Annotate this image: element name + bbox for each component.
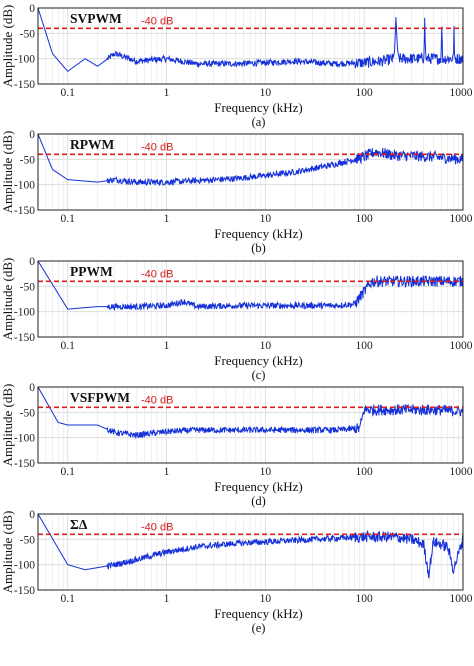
series-line — [37, 513, 464, 580]
panel-5: -40 dB ΣΔ 0 -50 -100 -150 0.1 1 10 100 1000 Frequen… — [0, 509, 473, 635]
x-tick-label: 0.1 — [61, 340, 76, 352]
threshold-label: -40 dB — [141, 268, 173, 280]
x-tick-label: 10 — [260, 213, 272, 225]
x-axis-label: Frequency (kHz) — [214, 353, 302, 368]
y-axis-label: Amplitude (dB) — [0, 258, 15, 341]
x-tick-label: 10 — [260, 87, 272, 99]
panel-2: -40 dB RPWM 0 -50 -100 -150 0.1 1 10 100 1000 Frequ… — [0, 129, 473, 255]
y-axis-label: Amplitude (dB) — [0, 131, 15, 214]
y-tick-label: -50 — [20, 534, 36, 546]
x-tick-label: 100 — [356, 466, 374, 478]
series-line — [37, 7, 464, 72]
grid — [37, 514, 464, 590]
x-tick-label: 1 — [164, 87, 170, 99]
y-tick-label: 0 — [29, 129, 35, 141]
y-tick-label: -100 — [14, 307, 35, 319]
y-tick-label: -50 — [20, 154, 36, 166]
y-tick-label: -150 — [14, 205, 35, 217]
y-tick-label: 0 — [29, 509, 35, 521]
x-tick-label: 10 — [260, 466, 272, 478]
y-tick-label: -50 — [20, 281, 36, 293]
x-tick-label: 1000 — [450, 593, 473, 605]
panel-title: VSFPWM — [70, 390, 130, 405]
x-tick-label: 100 — [356, 340, 374, 352]
y-tick-label: 0 — [29, 382, 35, 394]
y-tick-label: -150 — [14, 458, 35, 470]
x-tick-label: 1 — [164, 466, 170, 478]
x-tick-label: 1000 — [450, 466, 473, 478]
grid — [37, 387, 464, 463]
threshold-label: -40 dB — [141, 394, 173, 406]
x-tick-label: 1 — [164, 213, 170, 225]
x-tick-label: 100 — [356, 213, 374, 225]
series-line — [37, 260, 464, 311]
y-axis-label: Amplitude (dB) — [0, 511, 15, 594]
axes-box — [37, 513, 464, 591]
y-tick-label: -150 — [14, 332, 35, 344]
x-tick-label: 1 — [164, 593, 170, 605]
axes-box — [37, 260, 464, 338]
x-tick-label: 0.1 — [61, 87, 76, 99]
panel-title: PPWM — [70, 264, 113, 279]
x-axis-label: Frequency (kHz) — [214, 226, 302, 241]
panel-4: -40 dB VSFPWM 0 -50 -100 -150 0.1 1 10 100 1000 Fre… — [0, 382, 473, 508]
y-axis-label: Amplitude (dB) — [0, 384, 15, 467]
x-tick-label: 0.1 — [61, 466, 76, 478]
series-line — [37, 386, 464, 440]
x-tick-label: 1000 — [450, 340, 473, 352]
axes-box — [37, 7, 464, 85]
y-tick-label: -100 — [14, 54, 35, 66]
y-tick-label: 0 — [29, 3, 35, 15]
panel-1: -40 dB SVPWM 0 -50 -100 -150 0.1 1 10 100 1000 Freq… — [0, 3, 473, 129]
panel-title: RPWM — [70, 137, 114, 152]
panel-caption: (a) — [252, 115, 266, 129]
grid — [37, 8, 464, 84]
x-tick-label: 0.1 — [61, 213, 76, 225]
x-tick-label: 100 — [356, 87, 374, 99]
y-axis-label: Amplitude (dB) — [0, 5, 15, 88]
x-axis-label: Frequency (kHz) — [214, 606, 302, 621]
x-tick-label: 0.1 — [61, 593, 76, 605]
y-tick-label: -100 — [14, 433, 35, 445]
axes-box — [37, 386, 464, 464]
threshold-label: -40 dB — [141, 15, 173, 27]
panel-caption: (e) — [252, 621, 266, 635]
x-tick-label: 100 — [356, 593, 374, 605]
x-tick-label: 1000 — [450, 87, 473, 99]
x-tick-label: 1000 — [450, 213, 473, 225]
y-tick-label: -100 — [14, 560, 35, 572]
x-tick-label: 10 — [260, 340, 272, 352]
panel-title: ΣΔ — [70, 517, 88, 532]
panel-title: SVPWM — [70, 11, 122, 26]
threshold-label: -40 dB — [141, 141, 173, 153]
panel-caption: (b) — [251, 241, 266, 255]
panel-3: -40 dB PPWM 0 -50 -100 -150 0.1 1 10 100 1000 Frequ… — [0, 256, 473, 382]
x-tick-label: 10 — [260, 593, 272, 605]
y-tick-label: -150 — [14, 79, 35, 91]
y-tick-label: -150 — [14, 585, 35, 597]
y-tick-label: -100 — [14, 180, 35, 192]
axes-box — [37, 133, 464, 211]
y-tick-label: 0 — [29, 256, 35, 268]
panel-caption: (d) — [251, 494, 266, 508]
x-axis-label: Frequency (kHz) — [214, 479, 302, 494]
y-tick-label: -50 — [20, 407, 36, 419]
x-tick-label: 1 — [164, 340, 170, 352]
x-axis-label: Frequency (kHz) — [214, 100, 302, 115]
y-tick-label: -50 — [20, 28, 36, 40]
panel-caption: (c) — [252, 368, 266, 382]
threshold-label: -40 dB — [141, 521, 173, 533]
